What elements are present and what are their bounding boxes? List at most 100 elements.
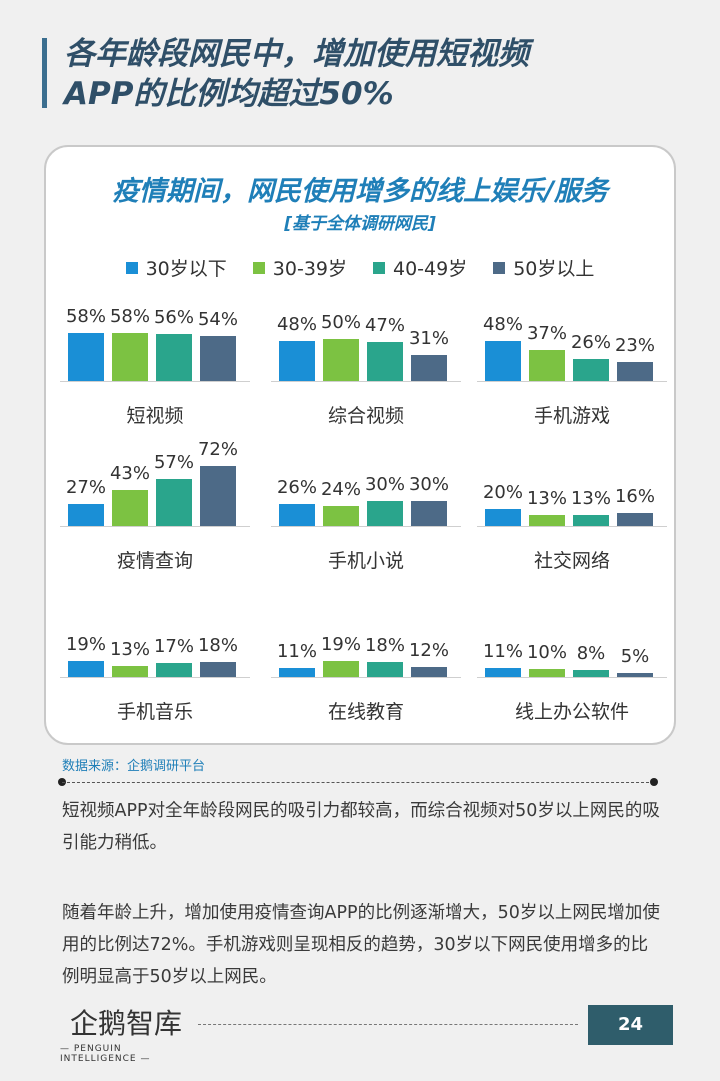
title-line-2: APP的比例均超过50% [64,76,394,112]
data-label: 11% [276,640,317,662]
category-label: 手机游戏 [533,405,610,427]
data-label: 26% [276,477,317,499]
bar [112,490,148,526]
legend-item: 30岁以下 [125,254,227,281]
bar [323,339,359,381]
category-label: 手机小说 [327,550,404,572]
legend-label: 50岁以上 [513,258,595,280]
data-label: 16% [614,485,655,507]
data-label: 48% [276,314,317,335]
bar [485,667,521,677]
data-label: 20% [482,482,523,504]
legend-item: 50岁以上 [493,254,594,281]
bar [411,667,447,677]
title-accent-bar [42,38,47,108]
legend-swatch [252,261,265,274]
category-label: 线上办公软件 [514,701,629,723]
chart-panel: 48% 50% 47% 31% [271,253,461,382]
legend-swatch [373,261,385,274]
paragraph-2: 随着年龄上升，增加使用疫情查询APP的比例逐渐增大，50岁以上网民增加使用的比例… [62,903,660,987]
data-label: 48% [482,314,523,335]
bar [323,661,359,677]
bar [529,350,565,381]
data-label: 13% [526,488,567,510]
bar [529,515,565,526]
legend-label: 30岁以下 [145,258,227,280]
bar [156,662,192,677]
bar [68,503,104,526]
panel-baseline [60,381,250,382]
bar [323,506,359,526]
bar [156,478,192,526]
chart-panel: 20% 13% 13% 16% [477,398,667,527]
data-label: 56% [153,307,194,329]
category-label: 社交网络 [533,550,610,572]
data-label: 13% [570,488,611,510]
data-label: 10% [526,641,567,663]
divider-dot-right [650,778,658,786]
bar [367,341,403,381]
chart-subtitle: [基于全体调研网民] [284,214,436,234]
bar [617,672,653,677]
footer-line [198,1024,578,1025]
data-label: 43% [109,463,150,485]
page-title: 各年龄段网民中，增加使用短视频 APP的比例均超过50% [64,34,684,114]
chart-panel: 19% 13% 17% 18% [60,549,250,678]
bar [573,515,609,526]
bar [573,359,609,381]
chart-title: 疫情期间，网民使用增多的线上娱乐/服务 [112,176,608,207]
bar [411,355,447,381]
panel-baseline [271,677,461,678]
panel-baseline [271,381,461,382]
chart-panel: 11% 10% 8% 5% [477,549,667,678]
page-number: 24 [588,1005,673,1045]
data-label: 23% [614,334,655,356]
chart-panel: 27% 43% 57% 72% [60,398,250,527]
data-label: 27% [65,476,106,498]
bar [411,501,447,526]
data-source: 数据来源：企鹅调研平台 [62,759,206,774]
data-label: 58% [109,305,150,327]
data-label: 18% [197,635,238,656]
chart-card: 疫情期间，网民使用增多的线上娱乐/服务 [基于全体调研网民] 30岁以下 30-3… [44,145,676,745]
panel-baseline [477,677,667,678]
data-label: 24% [320,479,361,500]
legend-label: 40-49岁 [393,258,468,280]
chart-panel: 11% 19% 18% 12% [271,549,461,678]
bar [112,332,148,381]
logo-text: 企鹅智库 [70,1007,183,1040]
bar [617,361,653,381]
legend-item: 40-49岁 [373,254,467,281]
data-label: 19% [65,634,106,656]
bar [367,501,403,526]
data-label: 12% [408,640,449,661]
panel-baseline [477,381,667,382]
data-label: 37% [526,323,567,345]
bar [617,512,653,526]
legend-item: 30-39岁 [252,254,347,281]
bar [279,504,315,526]
data-label: 47% [364,314,405,336]
paragraph-1: 短视频APP对全年龄段网民的吸引力都较高，而综合视频对50岁以上网民的吸引能力稍… [62,801,660,853]
data-label: 17% [153,635,194,657]
data-label: 30% [408,474,449,495]
data-label: 11% [482,640,523,662]
company-logo: 企鹅智库 — PENGUIN INTELLIGENCE — [60,1002,190,1064]
data-label: 58% [65,305,106,327]
data-label: 5% [620,645,650,667]
bar [573,670,609,677]
panel-baseline [60,677,250,678]
bar [156,334,192,381]
chart-panel: 26% 24% 30% 30% [271,398,461,527]
bar [279,341,315,381]
panel-baseline [477,526,667,527]
data-label: 31% [408,328,449,350]
bar [200,466,236,526]
data-label: 13% [109,639,150,661]
bar [112,666,148,677]
legend-swatch [125,261,138,274]
data-label: 30% [364,474,405,495]
panel-baseline [60,526,250,527]
panel-baseline [271,526,461,527]
bar [200,336,236,381]
